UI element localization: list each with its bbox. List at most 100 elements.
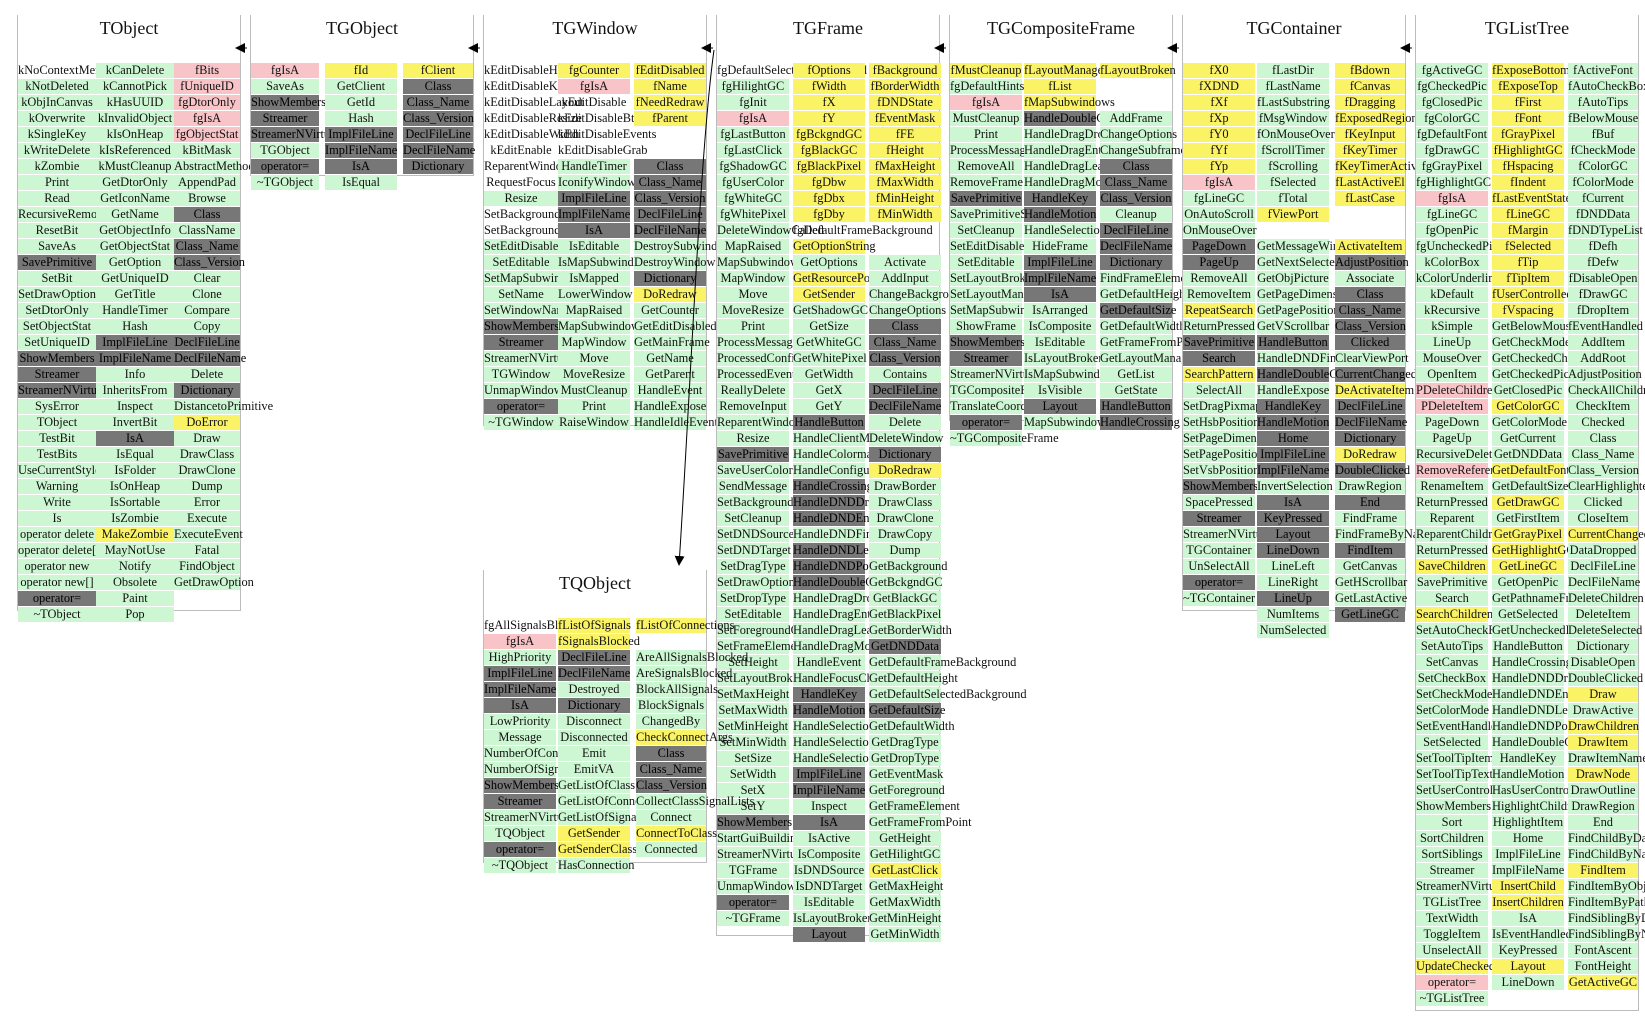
member-item: kIsReferenced [96,143,174,158]
member-item: fgUncheckedPic [1416,239,1498,254]
member-item: Draw [1568,687,1638,702]
member-item: IsMapped [558,271,630,286]
member-item: SetHsbPosition [1183,415,1260,430]
member-item: IsA [1492,911,1564,926]
member-item: GetShadowGC [793,303,869,318]
member-item: ImplFileName [1492,863,1565,878]
member-item: GetColorGC [1492,399,1564,414]
member-item: GetEditDisabled [634,319,717,334]
member-item: DeclFileLine [869,383,941,398]
member-item [1335,207,1405,222]
member-item: fgCheckedPic [1416,79,1488,94]
member-item: SetCheckMode [1416,687,1493,702]
member-item: Is [18,511,96,526]
member-item: DeleteWindow [869,431,944,446]
member-item: GetHighlightGC [1492,543,1575,558]
member-item: ImplFileName [96,351,174,366]
member-item: Paint [96,591,174,606]
member-item: ProcessedConfigure [717,351,817,366]
member-item: GetName [96,207,174,222]
member-item: ProcessMessage [950,143,1032,158]
member-item: UpdateChecked [1416,959,1496,974]
member-item: Delete [869,415,941,430]
member-item: kNotDeleted [18,79,96,94]
member-item: fgIsA [174,111,240,126]
member-item: Dictionary [1335,431,1405,446]
member-item: HandleDNDDrop [793,495,882,510]
member-column: kEditDisableHeight kEditDisableKeyEnable k… [484,63,604,431]
member-item: FindFrameByName [1335,527,1434,542]
member-item: SetHeight [717,655,789,670]
member-item: DeclFileName [1568,575,1641,590]
member-item: kMustCleanup [96,159,174,174]
class-tqobject: TQObject fgAllSignalsBlocked fgIsA HighPrio… [483,570,754,873]
member-item: GetMessageWindow [1257,239,1361,254]
member-item: fMustCleanup [950,63,1022,78]
member-item: fgWhitePixel [717,207,789,222]
member-column: fgAllSignalsBlocked fgIsA HighPriority Impl… [484,618,600,874]
member-item: SaveUserColor [717,463,793,478]
member-item: RenameItem [1416,479,1488,494]
member-item: ImplFileLine [1024,255,1096,270]
member-item: fColorMode [1568,175,1638,190]
member-item: IsEventHandled [1492,927,1572,942]
member-item: ShowMembers [1183,479,1259,494]
member-item: SetDNDSource [717,527,795,542]
member-column: fId GetClient GetId Hash ImplFileLine ImplFil… [325,63,397,191]
member-item: SetBackgroundPixmap [484,223,599,237]
member-item: ChangeOptions [1100,127,1178,142]
member-item: MouseOver [1416,351,1488,366]
member-item [1100,79,1172,94]
member-item: GetMinHeight [869,911,942,926]
member-item: DoRedraw [869,463,941,478]
member-item: fHighlightGC [1492,143,1564,158]
member-item: InheritsFrom [96,383,174,398]
member-item: DrawItemName [1568,751,1645,766]
member-item: fYp [1183,159,1255,174]
class-title: TObject [99,18,159,38]
member-item: Class [174,207,240,222]
member-item: fName [634,79,706,94]
member-item: GetSender [558,826,630,841]
member-item: TObject [18,415,96,430]
member-item: GetListOfClassSignals [558,778,672,793]
member-item: ReparentWindow [484,159,571,173]
member-column: fClient Class Class_Name Class_Version DeclF… [403,63,475,175]
member-item: SetFrameElement [717,639,806,654]
member-item: GetDefaultFrameBackground [869,655,1017,670]
member-item: HandleDoubleClick [1492,735,1592,750]
member-item: Print [18,175,96,190]
member-item: Browse [174,191,240,206]
member-item: kRecursive [1416,303,1488,318]
member-item: fLastName [1257,79,1329,94]
member-item: fAutoCheckBoxPic [1568,79,1645,94]
member-item: fSignalsBlocked [558,634,640,649]
member-item: PDeleteChildren [1416,383,1499,398]
member-item: Class_Name [1568,447,1638,462]
member-item: fScrolling [1257,159,1329,174]
member-item: PageDown [1416,415,1488,430]
member-item: MapSubwindows [1024,415,1111,430]
member-column: fMustCleanup fgDefaultHints fgIsA MustClean… [950,63,1073,447]
member-item: DrawOutline [1568,783,1638,798]
member-item: SelectAll [1183,383,1255,398]
member-item: SetName [484,287,558,302]
member-item: fgInit [717,95,789,110]
member-item: HasConnection [558,858,635,873]
member-item: fEventHandled [1568,319,1644,334]
member-column: fExposeBottom fExposeTop fFirst fFont fGrayP… [1492,63,1608,991]
member-item: ShowFrame [950,319,1022,334]
member-item: TGWindow [484,367,558,382]
member-item: ConnectToClass [636,826,718,841]
member-column: fLayoutBroken AddFrame ChangeOptions Change… [1100,63,1251,431]
member-column: fActiveFontfAutoCheckBoxPicfAutoTipsfBel… [1568,63,1645,991]
member-item: DrawRegion [1568,799,1638,814]
member-item: HandleKey [1492,751,1564,766]
member-item: GetCounter [634,303,706,318]
member-item: HandleEvent [793,655,865,670]
member-item: GetLineGC [1492,559,1564,574]
member-item: Clear [174,271,240,286]
member-item: GetBlackPixel [869,607,942,622]
member-item: LineRight [1257,575,1329,590]
